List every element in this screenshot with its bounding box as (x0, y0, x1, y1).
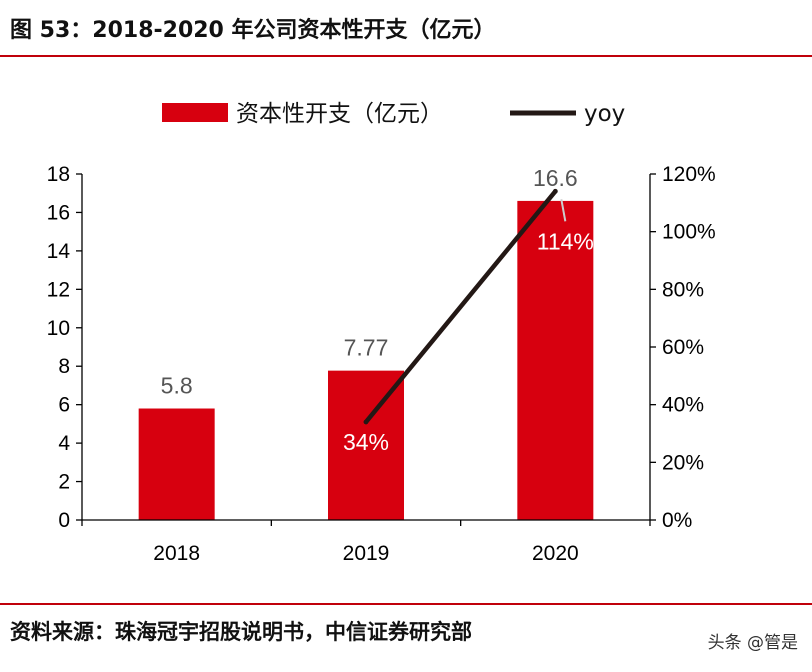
y-left-tick-label: 16 (47, 201, 70, 224)
y-right-tick-label: 120% (662, 163, 716, 186)
bottom-rule (0, 603, 812, 605)
axes: 0 2 4 6 8 10 12 14 16 18 0% 20% 40% 60% 80% 100% 120% 201… (47, 163, 716, 565)
yoy-point (363, 419, 369, 425)
yoy-leader-line (560, 199, 567, 222)
legend-bar-swatch (162, 103, 228, 122)
yoy-value-label: 34% (343, 429, 389, 455)
y-left-tick-label: 2 (58, 471, 70, 494)
y-left-tick-label: 10 (47, 317, 70, 340)
y-right-tick-label: 40% (662, 394, 704, 417)
y-left-tick-label: 14 (47, 240, 71, 263)
y-left-tick-label: 8 (58, 355, 70, 378)
bar-value-label: 16.6 (533, 165, 578, 191)
bars (138, 200, 594, 520)
y-right-tick-label: 100% (662, 221, 716, 244)
y-left-tick-label: 4 (58, 432, 70, 455)
watermark: 头条 @管是 (707, 633, 798, 653)
bar-2018 (138, 408, 215, 520)
yoy-point (552, 188, 558, 194)
yoy-line-path (363, 189, 558, 425)
y-right-tick-label: 60% (662, 336, 704, 359)
bar-2019 (328, 370, 404, 520)
yoy-value-label: 114% (537, 228, 594, 254)
y-left-tick-label: 18 (47, 163, 70, 186)
legend-line-label: yoy (584, 101, 625, 127)
bar-value-label: 5.8 (161, 373, 193, 399)
bar-value-label: 7.77 (344, 335, 389, 361)
y-right-tick-label: 0% (662, 509, 692, 532)
x-tick-label: 2019 (343, 542, 390, 565)
chart: 资本性开支（亿元） yoy 0 2 4 6 8 10 12 14 16 18 0% 20% 40% 60%… (47, 101, 716, 565)
data-labels: 5.8 7.77 16.6 34% 114% (161, 165, 594, 455)
bar-2020 (517, 200, 594, 520)
source-note: 资料来源：珠海冠宇招股说明书，中信证券研究部 (10, 620, 472, 644)
y-right-tick-label: 20% (662, 451, 704, 474)
y-left-tick-label: 12 (47, 278, 70, 301)
x-tick-label: 2018 (153, 542, 200, 565)
y-left-tick-label: 6 (58, 394, 70, 417)
x-tick-label: 2020 (532, 542, 579, 565)
y-right-tick-label: 80% (662, 278, 704, 301)
chart-title: 图 53：2018-2020 年公司资本性开支（亿元） (10, 18, 496, 43)
legend-bar-label: 资本性开支（亿元） (236, 101, 443, 127)
yoy-line (363, 188, 558, 425)
legend: 资本性开支（亿元） yoy (162, 101, 625, 127)
top-rule (0, 55, 812, 57)
y-left-tick-label: 0 (58, 509, 70, 532)
